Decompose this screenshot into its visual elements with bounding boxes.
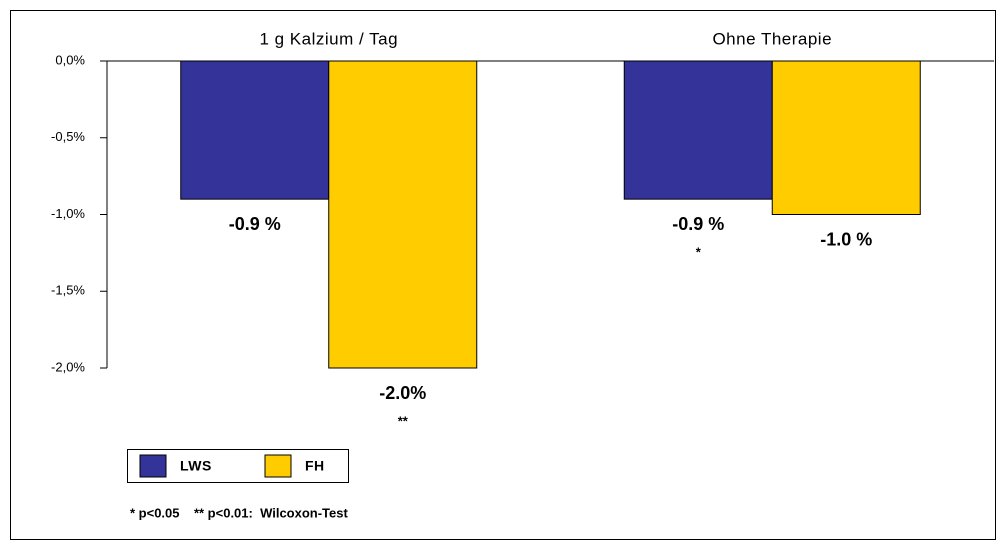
footnote: * p<0.05 ** p<0.01: Wilcoxon-Test xyxy=(130,505,348,520)
value-label: -0.9 % xyxy=(229,214,281,234)
bar xyxy=(623,60,773,200)
category-label: Ohne Therapie xyxy=(712,29,832,48)
legend-label: FH xyxy=(305,458,325,474)
y-tick-label: -0,5% xyxy=(51,129,85,144)
y-tick-label: -1,0% xyxy=(51,206,85,221)
y-tick-label: 0,0% xyxy=(55,52,85,67)
value-label: -2.0% xyxy=(379,383,426,403)
legend-label: LWS xyxy=(180,458,212,474)
bar xyxy=(328,60,478,369)
value-label: -0.9 % xyxy=(672,214,724,234)
significance-label: ** xyxy=(398,413,409,428)
value-label: -1.0 % xyxy=(820,229,872,249)
bar xyxy=(771,60,921,215)
y-tick-label: -1,5% xyxy=(51,283,85,298)
significance-label: * xyxy=(696,245,702,260)
y-tick-label: -2,0% xyxy=(51,359,85,374)
category-label: 1 g Kalzium / Tag xyxy=(259,29,398,48)
legend-swatch xyxy=(139,454,167,478)
bar xyxy=(180,60,330,200)
legend-swatch xyxy=(264,454,292,478)
